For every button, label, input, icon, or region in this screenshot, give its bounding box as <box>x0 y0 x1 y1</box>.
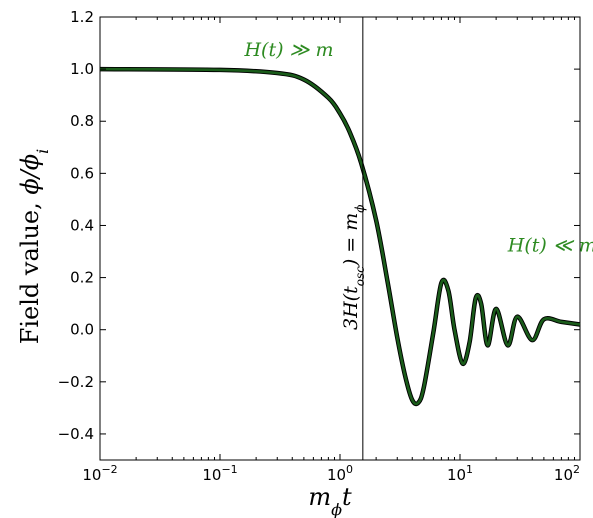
axis-ticks: −0.4 −0.2 0.0 0.2 0.4 0.6 0.8 1.0 1.2 10−2 10−1 100… <box>58 8 581 484</box>
y-tick-label: 1.2 <box>70 8 94 26</box>
x-tick-label: 102 <box>554 463 580 484</box>
series-line <box>99 67 581 406</box>
y-tick-label: 0.2 <box>70 269 94 287</box>
y-tick-label: 0.0 <box>70 321 94 339</box>
annotation-1: H(t) ≫ m <box>243 39 333 61</box>
plot-area: 3H(tosc) = mϕ H(t) ≫ m H(t) ≪ m <box>99 16 593 461</box>
x-tick-label: 10−1 <box>202 463 237 484</box>
annotation-2: H(t) ≪ m <box>507 235 593 257</box>
axis-labels: mϕt Field value, ϕ/ϕi <box>16 149 352 518</box>
y-tick-label: 0.6 <box>70 164 94 182</box>
y-tick-label: 0.8 <box>70 112 94 130</box>
x-tick-label: 10−2 <box>82 463 117 484</box>
x-tick-label: 100 <box>327 463 353 484</box>
x-axis-title: mϕt <box>308 483 352 518</box>
vline-label: 3H(tosc) = mϕ <box>340 205 367 330</box>
y-tick-label: −0.2 <box>58 373 94 391</box>
y-axis-title: Field value, ϕ/ϕi <box>16 149 52 345</box>
y-tick-label: −0.4 <box>58 425 94 443</box>
y-tick-label: 1.0 <box>70 60 94 78</box>
y-tick-label: 0.4 <box>70 216 94 234</box>
x-tick-label: 101 <box>447 463 473 484</box>
